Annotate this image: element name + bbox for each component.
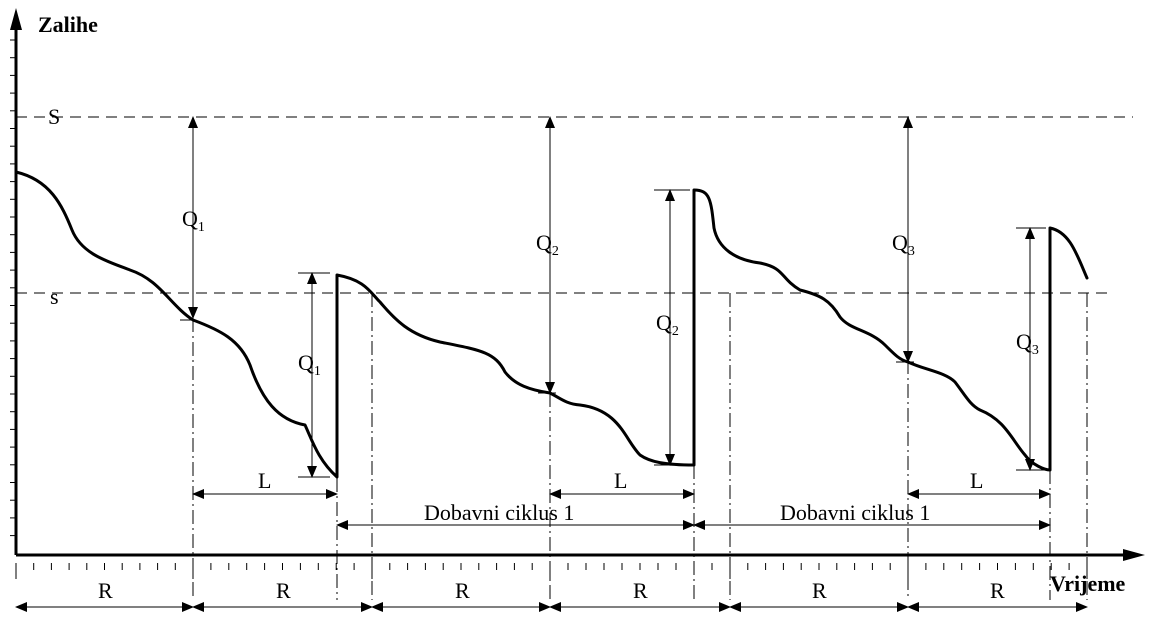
review-period-label-5: R xyxy=(812,578,827,603)
svg-text:Q3: Q3 xyxy=(892,230,915,259)
order-label-q1-lower: Q1 xyxy=(298,350,321,379)
svg-text:Q1: Q1 xyxy=(298,350,321,379)
cycle-label-1: Dobavni ciklus 1 xyxy=(424,500,574,525)
review-period-label-4: R xyxy=(633,578,648,603)
review-period-label-6: R xyxy=(990,578,1005,603)
svg-text:Q2: Q2 xyxy=(536,230,559,259)
lead-time-label-1: L xyxy=(258,468,271,493)
svg-text:Q1: Q1 xyxy=(182,206,205,235)
lead-time-label-3: L xyxy=(970,468,983,493)
lead-time-label-2: L xyxy=(614,468,627,493)
review-guides xyxy=(192,293,1088,600)
level-S-label: S xyxy=(48,104,60,129)
level-s-label: s xyxy=(50,284,59,309)
order-arrow-end-marks xyxy=(180,189,1046,478)
order-label-q3-lower: Q3 xyxy=(1016,329,1039,358)
review-period-label-3: R xyxy=(455,578,470,603)
x-axis-title: Vrijeme xyxy=(1050,571,1126,596)
svg-text:Q2: Q2 xyxy=(656,310,679,339)
x-axis-arrowhead xyxy=(1123,549,1145,561)
order-label-q2-upper: Q2 xyxy=(536,230,559,259)
cycle-label-2: Dobavni ciklus 1 xyxy=(780,500,930,525)
x-axis-ticks xyxy=(15,563,1088,579)
y-axis-ticks xyxy=(10,39,16,537)
inventory-curve xyxy=(14,170,1089,479)
order-label-q3-upper: Q3 xyxy=(892,230,915,259)
order-label-q1-upper: Q1 xyxy=(182,206,205,235)
svg-text:Q3: Q3 xyxy=(1016,329,1039,358)
y-axis-arrowhead xyxy=(10,8,22,30)
order-label-q2-lower: Q2 xyxy=(656,310,679,339)
review-period-label-2: R xyxy=(276,578,291,603)
order-arrows xyxy=(188,116,1035,478)
review-period-label-1: R xyxy=(98,578,113,603)
y-axis-title: Zalihe xyxy=(38,12,98,37)
